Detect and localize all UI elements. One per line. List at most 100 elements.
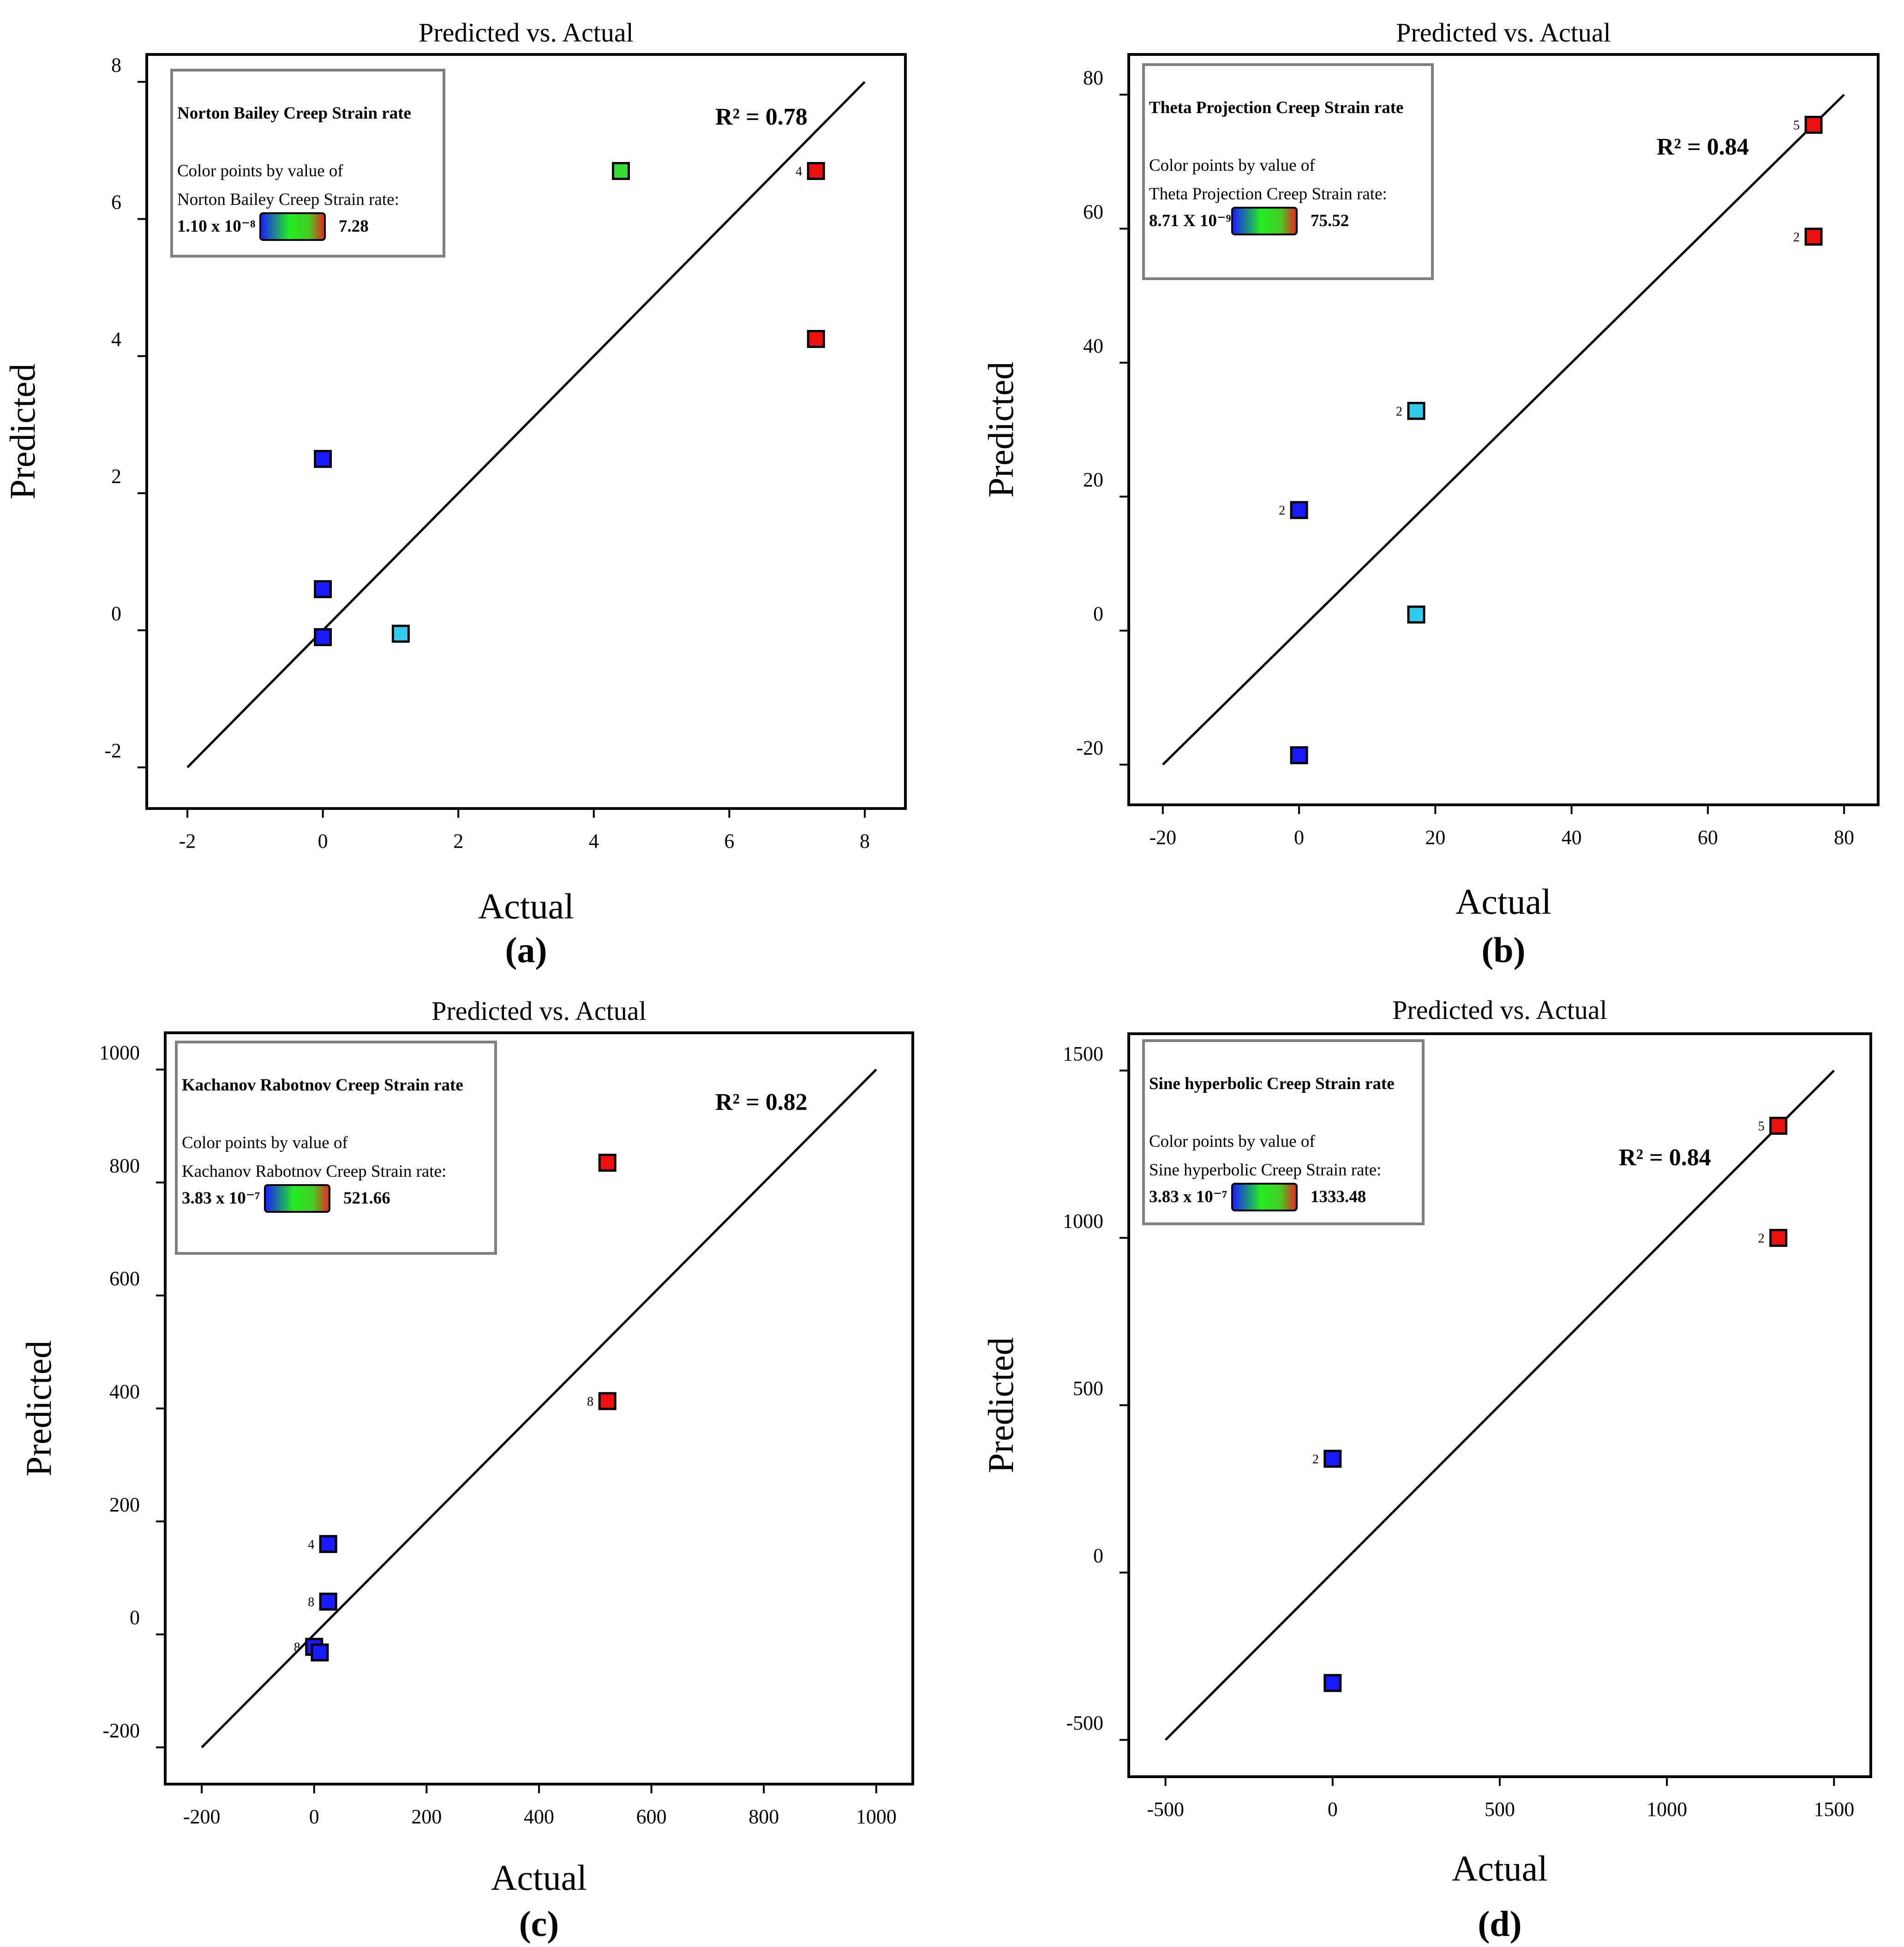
data-point [598, 1154, 617, 1172]
x-tick-label: 0 [1328, 1798, 1338, 1821]
legend-max-label: 1333.48 [1311, 1187, 1366, 1206]
y-tick-label: -2 [104, 739, 121, 762]
data-point [1804, 115, 1823, 134]
data-point [1804, 228, 1823, 246]
panel-label: (a) [505, 930, 547, 970]
y-tick-label: 6 [111, 191, 121, 214]
chart-panel-b: Predicted vs. Actual -20 0 20 40 60 80 -20 0 20 40… [981, 18, 1880, 970]
point-count-label: 8 [308, 1595, 314, 1610]
data-point [612, 162, 630, 180]
legend-line-2: Theta Projection Creep Strain rate: [1149, 185, 1387, 204]
y-tick-label: -500 [1066, 1712, 1103, 1734]
legend-min-label: 3.83 x 10⁻⁷ [182, 1189, 260, 1208]
x-tick-label: 1000 [856, 1805, 897, 1828]
data-point [314, 628, 332, 647]
data-point [807, 329, 825, 348]
data-point [807, 162, 825, 180]
x-axis-label: Actual [478, 886, 574, 926]
point-count-label: 8 [587, 1395, 593, 1409]
x-tick-label: 6 [724, 830, 734, 852]
x-tick-label: 800 [748, 1805, 779, 1828]
y-tick-label: 0 [1093, 1545, 1103, 1567]
y-tick-label: 600 [109, 1267, 140, 1290]
y-tick-label: 0 [130, 1606, 140, 1629]
point-count-label: 2 [1793, 230, 1800, 245]
legend-title: Theta Projection Creep Strain rate [1149, 98, 1403, 117]
color-legend: Kachanov Rabotnov Creep Strain rate Color… [175, 1041, 497, 1255]
legend-line-1: Color points by value of [182, 1133, 348, 1152]
y-axis-label: Predicted [18, 1341, 59, 1477]
y-tick-label: -20 [1076, 737, 1103, 759]
legend-min-label: 1.10 x 10⁻⁸ [177, 217, 255, 236]
data-point [1769, 1228, 1788, 1247]
y-tick-label: 4 [111, 328, 121, 351]
point-count-label: 5 [1793, 118, 1800, 132]
y-tick-label: 800 [109, 1154, 140, 1177]
x-tick-label: 200 [411, 1805, 442, 1828]
legend-line-2: Kachanov Rabotnov Creep Strain rate: [182, 1162, 446, 1181]
fit-line [186, 81, 866, 768]
x-tick-label: 80 [1834, 826, 1854, 849]
legend-title: Sine hyperbolic Creep Strain rate [1149, 1074, 1395, 1093]
point-count-label: 4 [308, 1538, 314, 1552]
x-tick-label: 2 [453, 830, 463, 852]
legend-color-bar [1231, 207, 1298, 235]
data-point [319, 1535, 337, 1553]
x-tick-label: 1500 [1814, 1798, 1854, 1821]
y-tick-label: 400 [109, 1380, 140, 1403]
data-point [1290, 501, 1308, 519]
x-tick-label: 1000 [1647, 1798, 1687, 1821]
data-point [391, 624, 410, 643]
legend-line-1: Color points by value of [177, 162, 343, 180]
x-tick-label: -20 [1149, 826, 1176, 849]
legend-box [1142, 63, 1434, 280]
y-tick-label: 1500 [1063, 1042, 1103, 1065]
x-tick-label: 40 [1562, 826, 1582, 849]
y-tick-label: 500 [1073, 1377, 1103, 1400]
x-tick-label: 60 [1698, 826, 1718, 849]
r-squared-label: R² = 0.78 [715, 104, 808, 130]
legend-min-label: 8.71 X 10⁻⁹ [1149, 211, 1231, 230]
point-count-label: 2 [1312, 1452, 1319, 1467]
legend-line-2: Sine hyperbolic Creep Strain rate: [1149, 1161, 1381, 1180]
panel-label: (c) [519, 1904, 559, 1944]
point-count-label: 2 [1758, 1231, 1765, 1246]
y-axis-label: Predicted [2, 364, 42, 500]
x-tick-label: 600 [636, 1805, 667, 1828]
x-tick-label: 400 [524, 1805, 554, 1828]
y-tick-label: 8 [111, 54, 121, 76]
y-axis-label: Predicted [981, 1337, 1021, 1474]
y-tick-label: 1000 [1063, 1210, 1103, 1232]
legend-color-bar [1231, 1183, 1298, 1211]
color-legend: Sine hyperbolic Creep Strain rate Color p… [1142, 1039, 1425, 1225]
legend-line-2: Norton Bailey Creep Strain rate: [177, 190, 399, 209]
data-point [1323, 1450, 1342, 1468]
data-point [598, 1392, 617, 1410]
point-count-label: 2 [1279, 503, 1285, 518]
fit-line [1162, 94, 1845, 766]
data-point [319, 1593, 337, 1611]
x-axis-label: Actual [1452, 1848, 1548, 1888]
chart-title: Predicted vs. Actual [431, 996, 647, 1026]
color-legend: Norton Bailey Creep Strain rate Color poi… [170, 69, 445, 258]
y-axis-label: Predicted [981, 362, 1021, 498]
chart-title: Predicted vs. Actual [419, 18, 634, 48]
point-count-label: 8 [294, 1641, 300, 1655]
chart-title: Predicted vs. Actual [1392, 995, 1607, 1025]
fit-line [201, 1068, 877, 1749]
legend-box [175, 1041, 497, 1255]
chart-panel-c: Predicted vs. Actual -200 0 200 400 600 800 100… [18, 996, 914, 1944]
legend-line-1: Color points by value of [1149, 156, 1315, 175]
data-point [1323, 1674, 1342, 1692]
y-tick-label: 20 [1083, 468, 1103, 491]
x-tick-label: 4 [589, 830, 599, 852]
legend-max-label: 521.66 [343, 1189, 390, 1208]
y-tick-label: 40 [1083, 335, 1103, 357]
r-squared-label: R² = 0.82 [715, 1089, 808, 1115]
data-point [1407, 401, 1425, 420]
x-tick-label: 0 [1294, 826, 1304, 849]
panel-label: (b) [1481, 930, 1525, 970]
color-legend: Theta Projection Creep Strain rate Color … [1142, 63, 1434, 280]
r-squared-label: R² = 0.84 [1619, 1144, 1711, 1171]
